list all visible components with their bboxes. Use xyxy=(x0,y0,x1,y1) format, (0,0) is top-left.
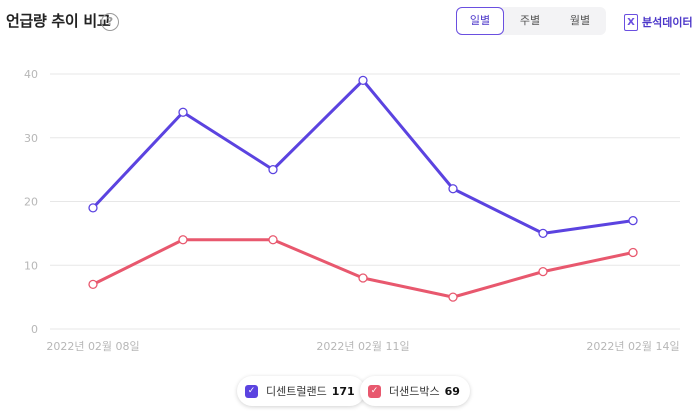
page-title: 언급량 추이 비교 xyxy=(6,12,111,30)
data-point xyxy=(628,215,638,226)
y-tick-label: 10 xyxy=(24,259,38,272)
data-point xyxy=(448,184,458,194)
data-point xyxy=(538,266,548,277)
legend-count: 171 xyxy=(331,384,355,398)
data-point xyxy=(448,292,458,302)
checkbox-icon: ✓ xyxy=(245,384,258,398)
tab-monthly[interactable]: 월별 xyxy=(569,14,591,27)
data-point xyxy=(178,107,188,117)
y-tick-label: 30 xyxy=(24,132,38,145)
data-point xyxy=(268,235,278,245)
excel-icon: X xyxy=(624,13,638,31)
y-tick-label: 20 xyxy=(24,196,38,209)
help-icon[interactable]: ? xyxy=(101,13,119,31)
export-data-label: 분석데이터 xyxy=(642,16,693,29)
data-point xyxy=(88,279,98,290)
data-point xyxy=(358,273,368,283)
data-point xyxy=(358,75,368,86)
series-line xyxy=(92,238,634,299)
legend-label: 더샌드박스 xyxy=(389,385,440,398)
series-line xyxy=(91,78,634,235)
data-point xyxy=(538,228,548,239)
tab-weekly[interactable]: 주별 xyxy=(519,14,541,27)
legend-count: 69 xyxy=(444,384,460,398)
data-point xyxy=(178,235,188,245)
line-chart: 0 10 20 30 40 2022년 02월 08일 2022년 02월 11일 2022년… xyxy=(24,68,680,353)
legend-item-sandbox[interactable]: ✓ 더샌드박스 69 xyxy=(360,376,470,406)
legend-label: 디센트럴랜드 xyxy=(266,385,327,398)
x-tick-label: 2022년 02월 14일 xyxy=(586,339,679,353)
checkbox-icon: ✓ xyxy=(368,384,381,398)
y-tick-label: 40 xyxy=(24,68,38,81)
data-point xyxy=(88,203,98,213)
x-tick-label: 2022년 02월 11일 xyxy=(316,339,409,353)
legend-item-decentraland[interactable]: ✓ 디센트럴랜드 171 xyxy=(237,376,365,406)
export-data-button[interactable]: X 분석데이터 xyxy=(624,12,693,32)
data-point xyxy=(268,164,278,175)
data-point xyxy=(628,247,638,258)
tab-daily[interactable]: 일별 xyxy=(456,7,504,35)
period-toggle: 일별 주별 월별 xyxy=(456,7,606,35)
x-tick-label: 2022년 02월 08일 xyxy=(46,339,139,353)
y-tick-label: 0 xyxy=(31,323,38,336)
